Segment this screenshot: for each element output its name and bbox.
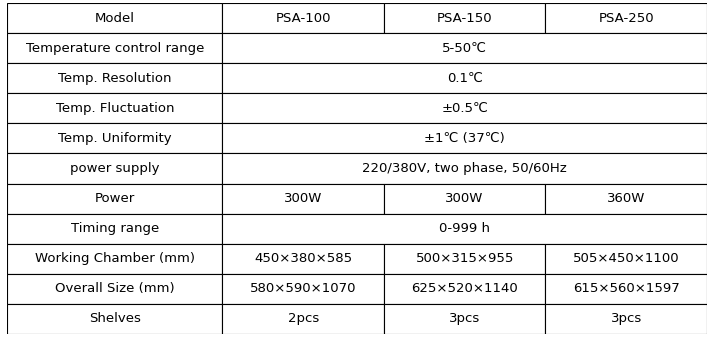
Text: Temp. Fluctuation: Temp. Fluctuation (56, 102, 174, 115)
Bar (384, 184, 545, 214)
Text: 0-999 h: 0-999 h (439, 222, 490, 235)
Bar (223, 184, 384, 214)
Text: 450×380×585: 450×380×585 (254, 252, 352, 265)
Bar (384, 304, 545, 334)
Bar (223, 244, 384, 274)
Bar (7, 244, 223, 274)
Bar (7, 184, 223, 214)
Text: power supply: power supply (70, 162, 159, 175)
Text: 360W: 360W (607, 192, 645, 205)
Bar (7, 214, 223, 244)
Text: 2pcs: 2pcs (288, 312, 318, 325)
Text: 300W: 300W (284, 192, 322, 205)
Text: ±0.5℃: ±0.5℃ (441, 102, 488, 115)
Bar (223, 93, 707, 123)
Text: Overall Size (mm): Overall Size (mm) (55, 282, 175, 295)
Text: 580×590×1070: 580×590×1070 (250, 282, 356, 295)
Bar (223, 3, 384, 33)
Bar (223, 153, 707, 184)
Text: 220/380V, two phase, 50/60Hz: 220/380V, two phase, 50/60Hz (362, 162, 567, 175)
Bar (7, 274, 223, 304)
Bar (545, 184, 707, 214)
Text: 615×560×1597: 615×560×1597 (573, 282, 680, 295)
Text: Temp. Resolution: Temp. Resolution (58, 72, 171, 85)
Text: Shelves: Shelves (89, 312, 141, 325)
Bar (7, 3, 223, 33)
Bar (223, 214, 707, 244)
Text: 3pcs: 3pcs (449, 312, 481, 325)
Bar (384, 244, 545, 274)
Text: 500×315×955: 500×315×955 (416, 252, 514, 265)
Text: 300W: 300W (446, 192, 484, 205)
Bar (7, 153, 223, 184)
Text: Power: Power (95, 192, 135, 205)
Text: PSA-150: PSA-150 (437, 12, 493, 25)
Bar (223, 123, 707, 153)
Bar (7, 304, 223, 334)
Bar (384, 3, 545, 33)
Bar (223, 304, 384, 334)
Text: 3pcs: 3pcs (610, 312, 642, 325)
Text: PSA-250: PSA-250 (598, 12, 654, 25)
Bar (545, 274, 707, 304)
Bar (545, 244, 707, 274)
Text: Model: Model (95, 12, 135, 25)
Text: ±1℃ (37℃): ±1℃ (37℃) (424, 132, 505, 145)
Bar (7, 33, 223, 63)
Bar (7, 93, 223, 123)
Bar (223, 33, 707, 63)
Text: 625×520×1140: 625×520×1140 (411, 282, 518, 295)
Text: PSA-100: PSA-100 (276, 12, 331, 25)
Bar (384, 274, 545, 304)
Bar (7, 63, 223, 93)
Bar (545, 3, 707, 33)
Text: 5-50℃: 5-50℃ (442, 42, 487, 55)
Bar (545, 304, 707, 334)
Text: 505×450×1100: 505×450×1100 (573, 252, 680, 265)
Bar (7, 123, 223, 153)
Text: 0.1℃: 0.1℃ (447, 72, 483, 85)
Bar (223, 63, 707, 93)
Text: Timing range: Timing range (71, 222, 159, 235)
Bar (223, 274, 384, 304)
Text: Temp. Uniformity: Temp. Uniformity (58, 132, 171, 145)
Text: Temperature control range: Temperature control range (26, 42, 204, 55)
Text: Working Chamber (mm): Working Chamber (mm) (35, 252, 195, 265)
